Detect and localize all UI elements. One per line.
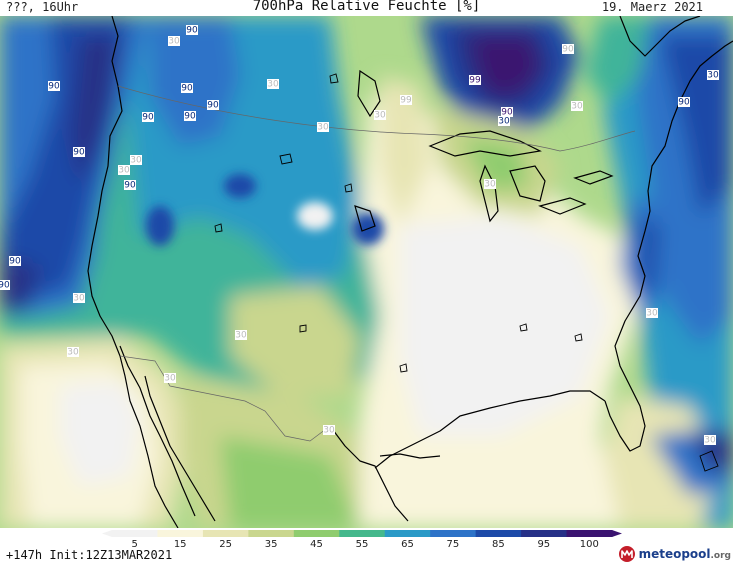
legend-tick-label: 5 (132, 539, 138, 548)
valid-date-label: 19. Maerz 2021 (601, 0, 703, 14)
contour-label: 90 (124, 181, 136, 191)
legend-swatch (202, 530, 249, 537)
borders (117, 85, 636, 442)
legend-swatch (384, 530, 431, 537)
contour-label: 30 (374, 111, 386, 121)
contour-label: 30 (323, 426, 335, 436)
contour-label: 30 (707, 71, 719, 81)
meteopool-logo-text: meteopool.org (638, 547, 731, 561)
contour-label: 90 (73, 148, 85, 158)
legend-tick-label: 15 (174, 539, 187, 548)
contour-label: 30 (73, 294, 85, 304)
legend-tick-label: 55 (356, 539, 369, 548)
contour-label: 90 (48, 82, 60, 92)
contour-label: 90 (184, 112, 196, 122)
contour-label: 30 (67, 348, 79, 358)
contour-label: 90 (501, 108, 513, 118)
contour-label: 30 (267, 80, 279, 90)
contour-label: 99 (469, 76, 481, 86)
coastlines (87, 16, 733, 528)
meteopool-logo[interactable]: meteopool.org (618, 545, 731, 563)
contour-label: 30 (164, 374, 176, 384)
humidity-field (0, 16, 733, 528)
contour-label: 90 (0, 281, 10, 291)
legend-swatch (248, 530, 295, 537)
legend-swatch (112, 530, 158, 537)
legend-tick-label: 95 (537, 539, 550, 548)
contour-label: 30 (484, 180, 496, 190)
legend-tick-label: 85 (492, 539, 505, 548)
color-legend: 5 15 25 35 45 55 65 75 85 95 100 (102, 530, 622, 548)
run-info-label: +147h Init:12Z13MAR2021 (6, 548, 173, 562)
legend-tick-label: 100 (580, 539, 599, 548)
legend-swatch (521, 530, 568, 537)
legend-swatch (566, 530, 613, 537)
contour-label: 99 (400, 96, 412, 106)
header-bar: ???, 16Uhr 700hPa Relative Feuchte [%] 1… (0, 0, 733, 16)
contour-label: 30 (498, 117, 510, 127)
legend-tick-label: 45 (310, 539, 323, 548)
contour-label: 30 (168, 37, 180, 47)
legend-tick-label: 25 (219, 539, 232, 548)
legend-tick-label: 65 (401, 539, 414, 548)
legend-tick-label: 35 (265, 539, 278, 548)
legend-arrow-left (102, 530, 112, 537)
contour-label: 90 (678, 98, 690, 108)
contour-label: 30 (646, 309, 658, 319)
legend-arrow-right (612, 530, 622, 537)
legend-swatch (339, 530, 386, 537)
contour-label: 90 (207, 101, 219, 111)
great-lakes (354, 69, 614, 232)
legend-swatch (475, 530, 522, 537)
contour-label: 90 (9, 257, 21, 267)
valid-time-label: ???, 16Uhr (6, 0, 79, 14)
legend-swatch (157, 530, 204, 537)
contour-label: 90 (181, 84, 193, 94)
contour-label: 30 (317, 123, 329, 133)
contour-label: 90 (186, 26, 198, 36)
contour-label: 30 (235, 331, 247, 341)
map-title: 700hPa Relative Feuchte [%] (252, 0, 481, 14)
legend-swatch (293, 530, 340, 537)
contour-label: 30 (118, 166, 130, 176)
meteopool-logo-icon (618, 546, 635, 562)
legend-swatch (430, 530, 477, 537)
contour-label: 90 (562, 45, 574, 55)
humidity-map: 30 90 90 90 90 90 90 30 90 30 90 30 90 9… (0, 16, 733, 528)
small-lakes (214, 73, 719, 472)
contour-label: 90 (142, 113, 154, 123)
contour-labels: 30 90 90 90 90 90 90 30 90 30 90 30 90 9… (0, 25, 719, 446)
contour-label: 30 (704, 436, 716, 446)
contour-label: 30 (130, 156, 142, 166)
contour-label: 30 (571, 102, 583, 112)
legend-tick-label: 75 (447, 539, 460, 548)
footer-bar: 5 15 25 35 45 55 65 75 85 95 100 +147h Init:12Z13M… (0, 528, 733, 566)
